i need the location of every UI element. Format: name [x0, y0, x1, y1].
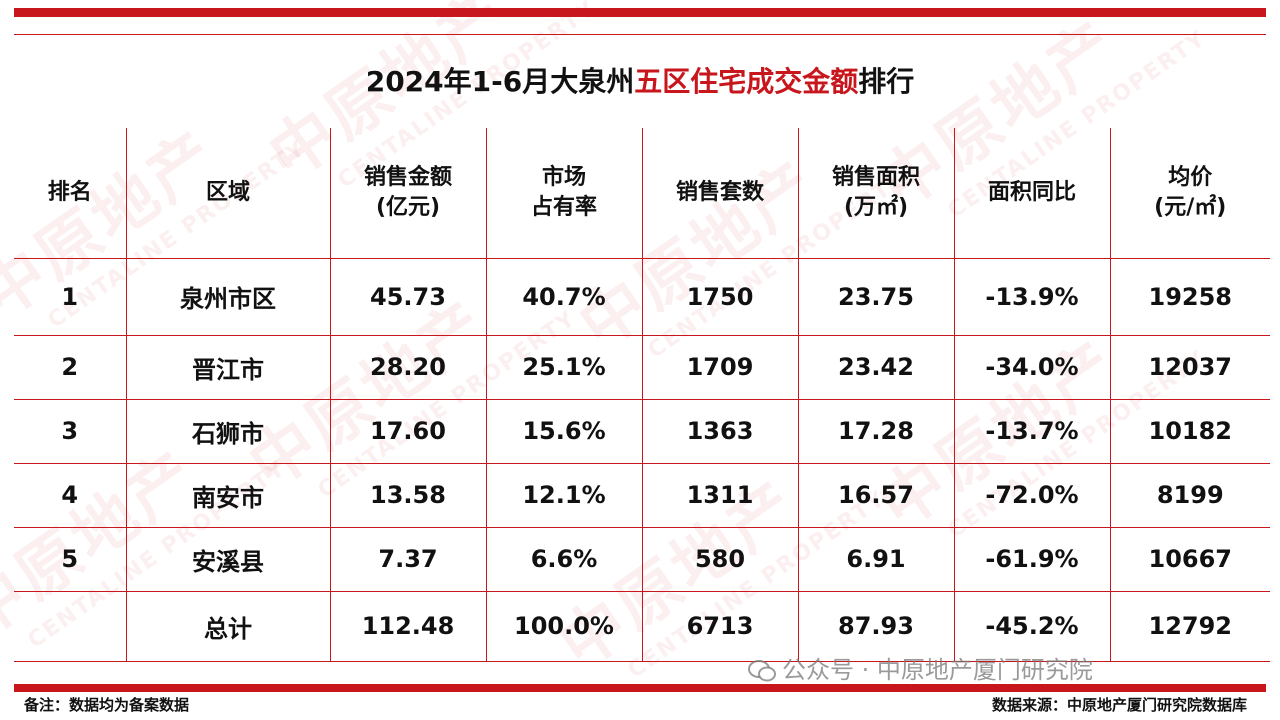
cell-avg-price: 10667 [1109, 526, 1270, 592]
cell-units-sold: 580 [641, 526, 799, 592]
cell-region: 安溪县 [125, 526, 331, 592]
cell-sales-area: 23.75 [797, 257, 955, 336]
table-row: 3 石狮市 17.60 15.6% 1363 17.28 -13.7% 1018… [14, 398, 1270, 464]
cell-area-yoy: -34.0% [953, 334, 1111, 400]
cell-sales-amount: 13.58 [329, 462, 487, 528]
table-row: 5 安溪县 7.37 6.6% 580 6.91 -61.9% 10667 [14, 526, 1270, 592]
header-sales-area: 销售面积 (万㎡) [797, 128, 955, 259]
cell-avg-price: 10182 [1109, 398, 1270, 464]
cell-sales-amount: 17.60 [329, 398, 487, 464]
cell-rank: 1 [14, 257, 127, 336]
cell-rank [14, 590, 127, 662]
cell-avg-price: 19258 [1109, 257, 1270, 336]
header-market-share: 市场 占有率 [485, 128, 643, 259]
table-row: 1 泉州市区 45.73 40.7% 1750 23.75 -13.9% 192… [14, 257, 1270, 336]
cell-market-share: 15.6% [485, 398, 643, 464]
top-red-bar [14, 8, 1266, 17]
wechat-watermark: 公众号 · 中原地产厦门研究院 [748, 650, 1093, 685]
header-region: 区域 [125, 128, 331, 259]
cell-area-yoy: -13.7% [953, 398, 1111, 464]
cell-rank: 4 [14, 462, 127, 528]
ranking-table: 排名 区域 销售金额 (亿元) 市场 占有率 销售套数 销售面积 (万㎡) 面积同比 … [14, 128, 1270, 662]
cell-sales-area: 16.57 [797, 462, 955, 528]
cell-market-share: 25.1% [485, 334, 643, 400]
header-units-sold: 销售套数 [641, 128, 799, 259]
header-area-yoy: 面积同比 [953, 128, 1111, 259]
wechat-icon [748, 660, 776, 682]
footer-source: 数据来源：中原地产厦门研究院数据库 [992, 696, 1248, 714]
page-title: 2024年1-6月大泉州五区住宅成交金额排行 [0, 60, 1280, 100]
cell-sales-area: 17.28 [797, 398, 955, 464]
cell-units-sold: 1750 [641, 257, 799, 336]
header-row: 排名 区域 销售金额 (亿元) 市场 占有率 销售套数 销售面积 (万㎡) 面积同比 … [14, 128, 1270, 259]
table-row: 4 南安市 13.58 12.1% 1311 16.57 -72.0% 8199 [14, 462, 1270, 528]
title-highlight: 五区住宅成交金额 [634, 65, 859, 98]
cell-units-sold: 1311 [641, 462, 799, 528]
cell-area-yoy: -61.9% [953, 526, 1111, 592]
cell-region: 石狮市 [125, 398, 331, 464]
title-suffix: 排行 [858, 65, 915, 98]
cell-rank: 2 [14, 334, 127, 400]
cell-area-yoy: -13.9% [953, 257, 1111, 336]
cell-sales-area: 23.42 [797, 334, 955, 400]
table-row: 2 晋江市 28.20 25.1% 1709 23.42 -34.0% 1203… [14, 334, 1270, 400]
cell-units-sold: 1709 [641, 334, 799, 400]
cell-region: 南安市 [125, 462, 331, 528]
cell-rank: 3 [14, 398, 127, 464]
cell-market-share: 6.6% [485, 526, 643, 592]
header-rank: 排名 [14, 128, 127, 259]
cell-market-share: 100.0% [485, 590, 643, 662]
cell-sales-amount: 28.20 [329, 334, 487, 400]
cell-rank: 5 [14, 526, 127, 592]
cell-market-share: 12.1% [485, 462, 643, 528]
cell-sales-amount: 45.73 [329, 257, 487, 336]
cell-area-yoy: -45.2% [953, 590, 1111, 662]
total-row: 总计 112.48 100.0% 6713 87.93 -45.2% 12792 [14, 590, 1270, 662]
title-prefix: 2024年1-6月大泉州 [365, 65, 635, 98]
cell-region: 总计 [125, 590, 331, 662]
cell-units-sold: 1363 [641, 398, 799, 464]
cell-market-share: 40.7% [485, 257, 643, 336]
cell-sales-amount: 112.48 [329, 590, 487, 662]
header-avg-price: 均价 (元/㎡) [1109, 128, 1270, 259]
header-sales-amount: 销售金额 (亿元) [329, 128, 487, 259]
cell-sales-area: 87.93 [797, 590, 955, 662]
footer-note: 备注：数据均为备案数据 [24, 696, 190, 714]
cell-sales-area: 6.91 [797, 526, 955, 592]
cell-units-sold: 6713 [641, 590, 799, 662]
cell-avg-price: 8199 [1109, 462, 1270, 528]
cell-avg-price: 12792 [1109, 590, 1270, 662]
top-divider-line [14, 34, 1266, 35]
cell-sales-amount: 7.37 [329, 526, 487, 592]
bottom-red-bar [14, 684, 1266, 692]
wechat-account-label: 公众号 · 中原地产厦门研究院 [782, 656, 1093, 684]
cell-region: 晋江市 [125, 334, 331, 400]
cell-area-yoy: -72.0% [953, 462, 1111, 528]
cell-avg-price: 12037 [1109, 334, 1270, 400]
cell-region: 泉州市区 [125, 257, 331, 336]
